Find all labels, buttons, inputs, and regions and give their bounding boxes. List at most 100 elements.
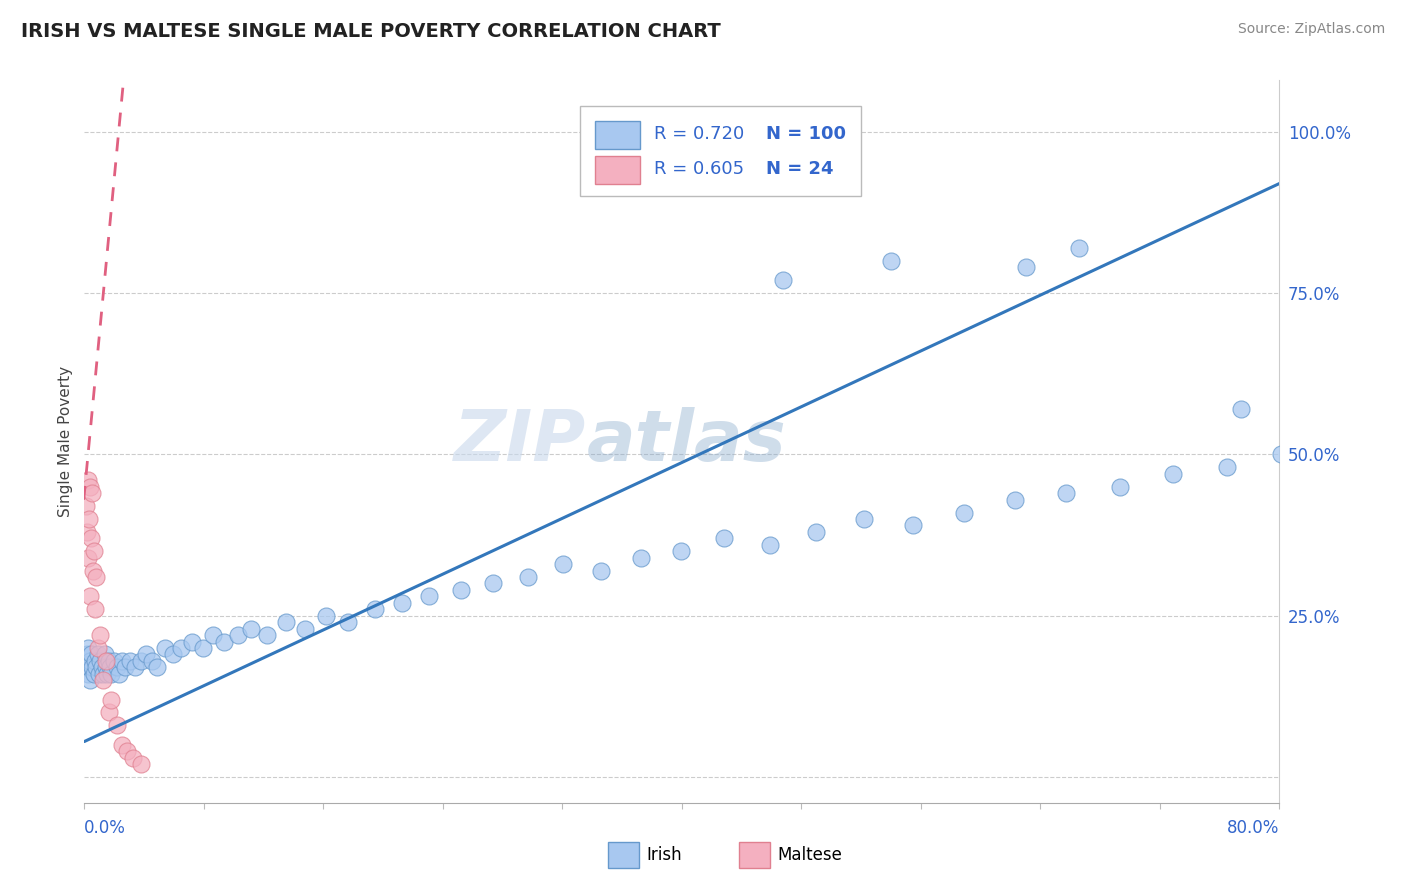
Point xyxy=(1268,125,1291,139)
Text: N = 24: N = 24 xyxy=(766,161,834,178)
Point xyxy=(596,260,619,275)
Point xyxy=(82,654,104,668)
Point xyxy=(219,615,242,630)
Point xyxy=(77,486,100,500)
Point xyxy=(100,750,122,764)
Point xyxy=(101,660,124,674)
Point xyxy=(932,402,955,417)
Point xyxy=(76,480,98,494)
Point xyxy=(93,666,115,681)
Point xyxy=(76,660,98,674)
Point xyxy=(80,648,103,662)
Point xyxy=(79,666,101,681)
Point xyxy=(235,602,257,616)
Point xyxy=(111,654,134,668)
Point xyxy=(76,654,98,668)
Point xyxy=(86,666,108,681)
Point xyxy=(84,648,107,662)
Point xyxy=(1026,370,1049,384)
Point xyxy=(83,673,105,688)
Point xyxy=(186,615,208,630)
Point xyxy=(768,441,790,455)
Point xyxy=(174,628,197,642)
Text: ZIP: ZIP xyxy=(454,407,586,476)
Point xyxy=(79,544,101,558)
Point xyxy=(77,531,100,545)
Point xyxy=(127,640,149,655)
Point xyxy=(145,628,167,642)
Point xyxy=(86,660,108,674)
Point xyxy=(159,628,181,642)
Point xyxy=(150,634,173,648)
Text: N = 100: N = 100 xyxy=(766,126,845,144)
Point xyxy=(91,660,114,674)
Point xyxy=(75,654,97,668)
Point xyxy=(917,460,939,475)
Point xyxy=(561,506,583,520)
Point xyxy=(75,524,97,539)
Point xyxy=(87,706,110,720)
Point xyxy=(1164,125,1187,139)
Point xyxy=(1306,125,1329,139)
Point xyxy=(166,622,188,636)
Point xyxy=(461,273,484,287)
Point xyxy=(360,564,382,578)
Point xyxy=(955,608,977,623)
Point xyxy=(903,409,925,423)
Text: 0.0%: 0.0% xyxy=(84,819,127,837)
Point xyxy=(94,738,117,752)
Point xyxy=(797,454,820,468)
Text: R = 0.605: R = 0.605 xyxy=(654,161,745,178)
Point xyxy=(75,660,97,674)
Point xyxy=(283,582,305,597)
Point xyxy=(89,666,111,681)
Point xyxy=(79,570,101,584)
Point xyxy=(987,396,1010,410)
Point xyxy=(264,590,287,604)
Point xyxy=(91,718,114,732)
Point xyxy=(118,640,141,655)
Point xyxy=(1249,125,1271,139)
Point xyxy=(107,648,129,662)
Text: Source: ZipAtlas.com: Source: ZipAtlas.com xyxy=(1237,22,1385,37)
Point xyxy=(75,648,97,662)
Point xyxy=(76,673,98,688)
Point xyxy=(1288,125,1310,139)
Point xyxy=(249,596,271,610)
Point xyxy=(1133,125,1156,139)
Point xyxy=(626,241,648,255)
Point xyxy=(678,467,700,481)
Point xyxy=(716,402,738,417)
Point xyxy=(952,415,974,429)
Point xyxy=(86,654,108,668)
Point xyxy=(1104,125,1126,139)
Point xyxy=(104,654,127,668)
Point xyxy=(82,628,104,642)
Point xyxy=(94,654,117,668)
Point xyxy=(76,512,98,526)
Text: 80.0%: 80.0% xyxy=(1227,819,1279,837)
Point xyxy=(77,648,100,662)
Point xyxy=(970,389,993,403)
Point xyxy=(479,524,502,539)
Point xyxy=(522,254,544,268)
Point xyxy=(828,428,851,442)
Point xyxy=(301,576,323,591)
Text: R = 0.720: R = 0.720 xyxy=(654,126,745,144)
Point xyxy=(738,447,761,461)
Point xyxy=(87,654,110,668)
Point xyxy=(87,660,110,674)
FancyBboxPatch shape xyxy=(740,842,770,868)
Text: IRISH VS MALTESE SINGLE MALE POVERTY CORRELATION CHART: IRISH VS MALTESE SINGLE MALE POVERTY COR… xyxy=(21,22,721,41)
FancyBboxPatch shape xyxy=(595,121,640,149)
Point xyxy=(533,518,555,533)
Point xyxy=(339,557,361,571)
Point xyxy=(75,666,97,681)
Point xyxy=(97,744,120,758)
Point xyxy=(79,654,101,668)
Point xyxy=(98,654,121,668)
Y-axis label: Single Male Poverty: Single Male Poverty xyxy=(58,366,73,517)
Point xyxy=(1007,383,1029,397)
Point xyxy=(90,654,112,668)
Point xyxy=(405,544,427,558)
